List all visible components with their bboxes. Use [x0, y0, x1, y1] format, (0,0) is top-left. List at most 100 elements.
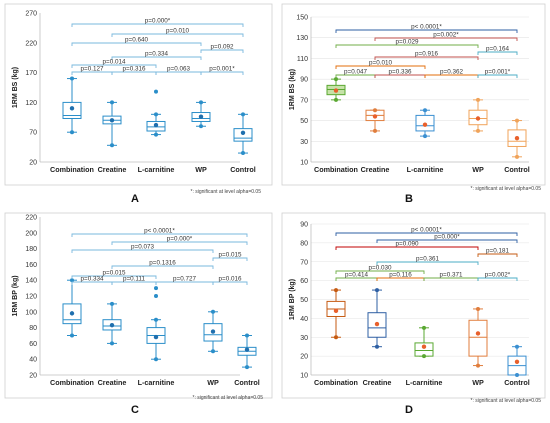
p-value-label: p=0.181: [486, 248, 509, 255]
bracket-line: [111, 241, 248, 245]
p-value-label: p=0.015: [103, 270, 126, 277]
p-value-label: p=0.010: [166, 28, 189, 35]
y-tick-label: 70: [300, 259, 308, 266]
y-tick-label: 130: [296, 35, 308, 42]
min-point: [373, 128, 377, 133]
box-lcarnitine: [415, 108, 435, 139]
bracket-line: [376, 239, 518, 243]
y-tick-label: 270: [25, 11, 37, 18]
min-point: [515, 373, 519, 377]
comparison-bracket: p=0.361: [376, 256, 479, 265]
p-value-label: p=0.016: [219, 276, 242, 283]
x-tick-label: Control: [504, 378, 530, 387]
y-tick-label: 140: [25, 278, 37, 285]
y-tick-label: 20: [29, 373, 37, 380]
comparison-bracket: p=0.640: [71, 37, 202, 46]
comparison-bracket: p=0.010: [335, 60, 426, 69]
bracket-line: [111, 265, 214, 269]
p-value-label: p=0.336: [389, 69, 412, 76]
p-value-label: p=0.014: [103, 59, 126, 66]
comparison-bracket: p=0.1316: [111, 260, 214, 269]
comparison-bracket: p< 0.0001*: [71, 228, 248, 237]
p-value-label: p=0.111: [123, 276, 145, 283]
y-tick-label: 150: [296, 15, 308, 22]
mean-marker: [422, 122, 428, 127]
x-tick-label: WP: [207, 378, 219, 387]
min-point: [110, 341, 114, 346]
min-point: [211, 349, 215, 354]
mean-marker: [514, 135, 520, 141]
p-value-label: p=0.1316: [149, 260, 176, 267]
p-value-label: p=0.000*: [145, 18, 171, 25]
box-control: [237, 333, 257, 370]
max-point: [515, 344, 519, 349]
max-point: [334, 288, 338, 293]
mean-marker: [421, 344, 427, 349]
y-tick-label: 20: [300, 354, 308, 361]
mean-marker: [240, 130, 246, 135]
box-wp: [468, 97, 488, 133]
max-point: [199, 100, 203, 105]
comparison-bracket: p=0.000*: [376, 234, 518, 243]
comparison-bracket: p=0.181: [477, 248, 518, 257]
box-wp: [191, 100, 211, 129]
y-tick-label: 50: [300, 297, 308, 304]
bracket-line: [212, 257, 248, 261]
p-value-label: p=0.002*: [485, 272, 511, 279]
panel-label: A: [131, 193, 139, 205]
max-point: [241, 112, 245, 117]
min-point: [199, 124, 203, 129]
box-combination: [326, 288, 346, 340]
bracket-line: [477, 277, 518, 281]
bracket-line: [335, 246, 479, 250]
max-point: [70, 278, 74, 283]
panel-b: 10 30 50 70 90 110 130 150 1RM BS (kg) Combinatio…: [281, 3, 546, 205]
mean-marker: [198, 114, 204, 119]
significance-footnote: *: significant at level alpha=0.05: [471, 398, 542, 404]
box-control: [507, 344, 527, 377]
p-value-label: p=0.334: [81, 276, 104, 283]
bracket-line: [111, 56, 202, 60]
significance-footnote: *: significant at level alpha=0.05: [191, 189, 262, 195]
min-point: [110, 143, 114, 148]
box-control: [507, 118, 527, 159]
panel-label: B: [405, 193, 413, 205]
y-tick-label: 80: [29, 325, 37, 332]
box-combination: [62, 278, 82, 338]
y-tick-label: 170: [25, 70, 37, 77]
mean-marker: [109, 323, 115, 328]
panel-frame: [281, 212, 546, 399]
x-tick-label: L-carnitine: [406, 378, 443, 387]
x-tick-label: WP: [472, 378, 484, 387]
p-value-label: p=0.316: [123, 66, 146, 73]
outlier-point: [154, 294, 158, 298]
comparison-bracket: p=0.014: [71, 59, 157, 68]
bracket-line: [374, 56, 479, 60]
y-tick-label: 30: [300, 139, 308, 146]
bracket-line: [335, 29, 518, 33]
comparison-bracket: p=0.002*: [374, 32, 518, 41]
box-creatine: [367, 288, 387, 349]
box-lcarnitine: [146, 286, 166, 362]
p-value-label: p< 0.0001*: [411, 24, 442, 31]
y-tick-label: 70: [29, 130, 37, 137]
p-value-label: p=0.000*: [167, 236, 193, 243]
bracket-line: [335, 232, 518, 236]
x-tick-label: L-carnitine: [138, 378, 175, 387]
y-tick-label: 160: [25, 262, 37, 269]
comparison-bracket: p=0.164: [477, 46, 518, 55]
x-tick-label: Creatine: [361, 165, 390, 174]
panel-frame: [4, 3, 273, 186]
min-point: [70, 130, 74, 135]
comparison-bracket: p=0.073: [71, 244, 214, 253]
max-point: [110, 301, 114, 306]
y-tick-label: 60: [29, 341, 37, 348]
y-tick-label: 120: [25, 294, 37, 301]
min-point: [154, 357, 158, 362]
x-tick-label: L-carnitine: [138, 165, 175, 174]
min-point: [245, 365, 249, 370]
y-axis-label: 1RM BS (kg): [289, 69, 296, 110]
x-tick-label: Creatine: [98, 378, 127, 387]
max-point: [373, 108, 377, 113]
x-tick-label: WP: [472, 165, 484, 174]
